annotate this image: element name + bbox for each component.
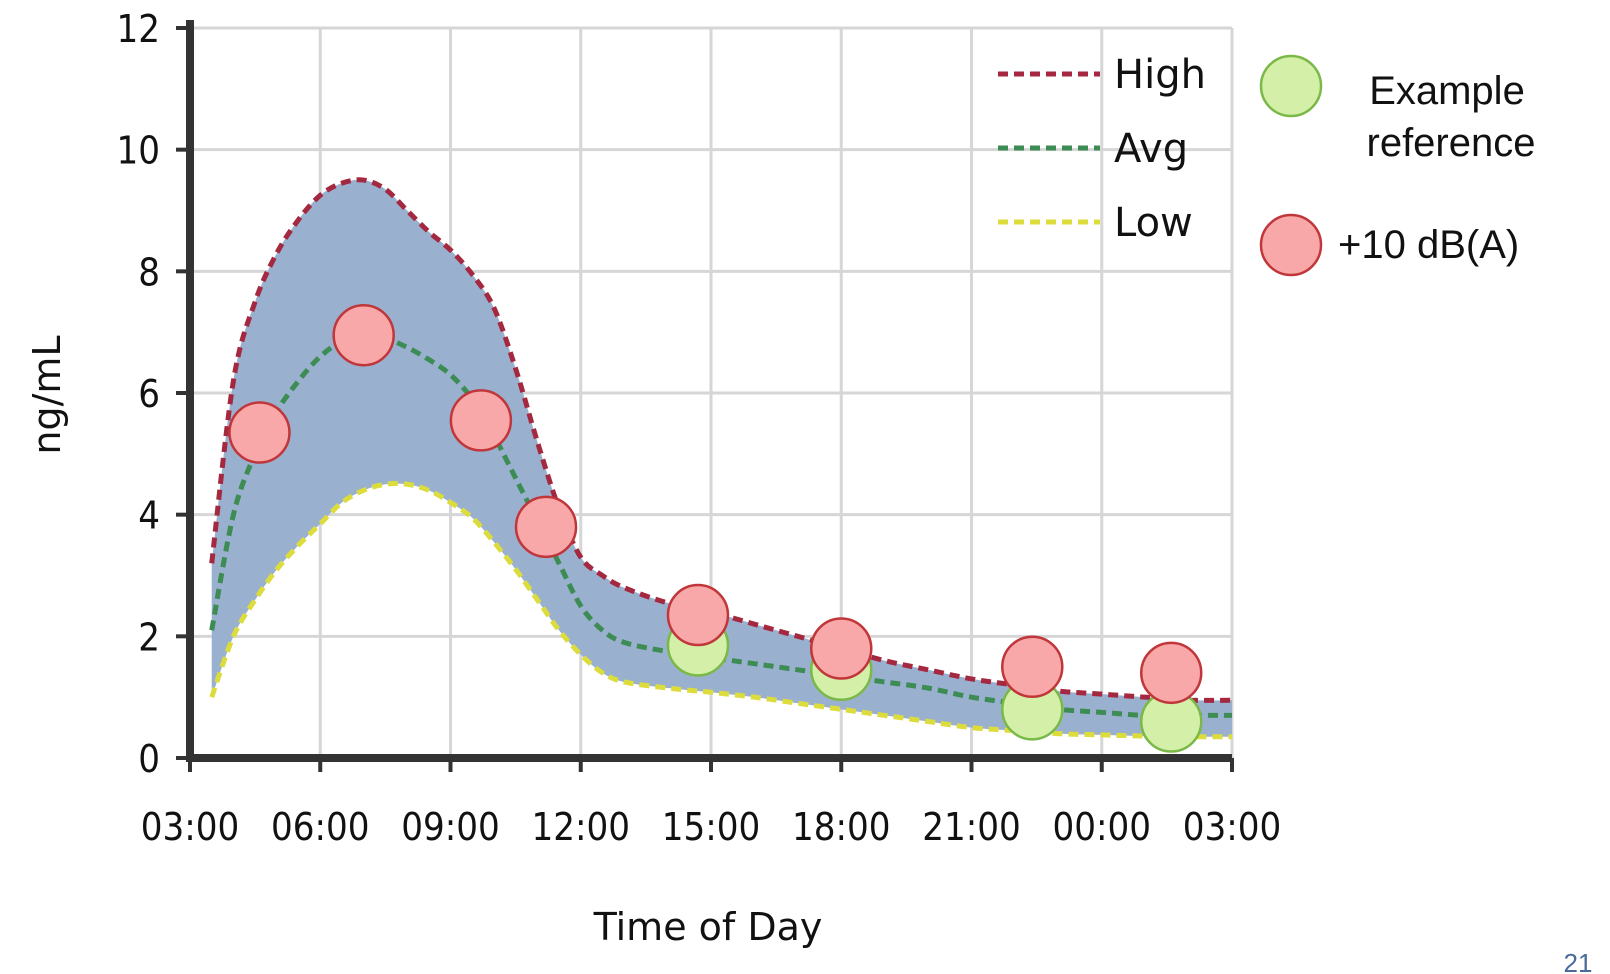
plus10-marker [1001, 635, 1064, 698]
plus10-marker [449, 389, 513, 452]
legend-label-avg: Avg [1114, 126, 1188, 172]
x-tick-label: 03:00 [141, 805, 240, 849]
y-tick-label: 6 [138, 372, 160, 416]
x-tick-label: 15:00 [662, 805, 761, 849]
x-tick-label: 09:00 [401, 805, 500, 849]
plus10-marker [332, 303, 395, 367]
page-number: 21 [1564, 948, 1593, 974]
legend-label-high: High [1114, 52, 1206, 98]
side-legend-label-line: Example [1369, 69, 1525, 113]
y-tick-label: 12 [117, 7, 161, 51]
y-tick-label: 2 [138, 615, 160, 659]
range-band [211, 179, 1233, 737]
x-tick-label: 21:00 [922, 805, 1021, 849]
x-axis-label: Time of Day [593, 905, 823, 949]
y-tick-label: 8 [138, 250, 160, 294]
side-legend: Example reference +10 dB(A) [1259, 54, 1536, 277]
side-legend-reference-swatch [1259, 54, 1323, 118]
data-markers [228, 303, 1203, 753]
grid [190, 26, 1234, 758]
y-tick-label: 4 [138, 494, 160, 538]
range-band-area [211, 179, 1233, 737]
x-tick-labels: 03:00 06:00 09:00 12:00 15:00 18:00 21:00 00:00… [141, 805, 1282, 849]
plus10-marker [810, 617, 873, 680]
y-axis-label: ng/mL [25, 335, 69, 454]
x-tick-label: 18:00 [792, 805, 891, 849]
legend: High Avg Low [998, 52, 1206, 246]
x-tick-label: 06:00 [271, 805, 370, 849]
plus10-marker [666, 583, 730, 647]
y-tick-label: 0 [138, 737, 160, 781]
x-tick-label: 03:00 [1183, 805, 1282, 849]
x-tick-label: 12:00 [531, 805, 630, 849]
side-legend-plus10-swatch [1259, 213, 1323, 277]
y-tick-label: 10 [117, 129, 161, 173]
axes [176, 20, 1234, 772]
side-legend-label: +10 dB(A) [1338, 223, 1519, 267]
plus10-marker [1139, 641, 1203, 705]
x-tick-label: 00:00 [1052, 805, 1151, 849]
plus10-marker [514, 495, 578, 559]
y-tick-labels: 0 2 4 6 8 10 12 [117, 7, 161, 781]
plus10-marker [228, 401, 291, 464]
legend-label-low: Low [1114, 200, 1193, 246]
series-line-low [209, 480, 1233, 740]
side-legend-label-line: reference [1367, 121, 1536, 165]
series-line-avg [209, 332, 1232, 719]
